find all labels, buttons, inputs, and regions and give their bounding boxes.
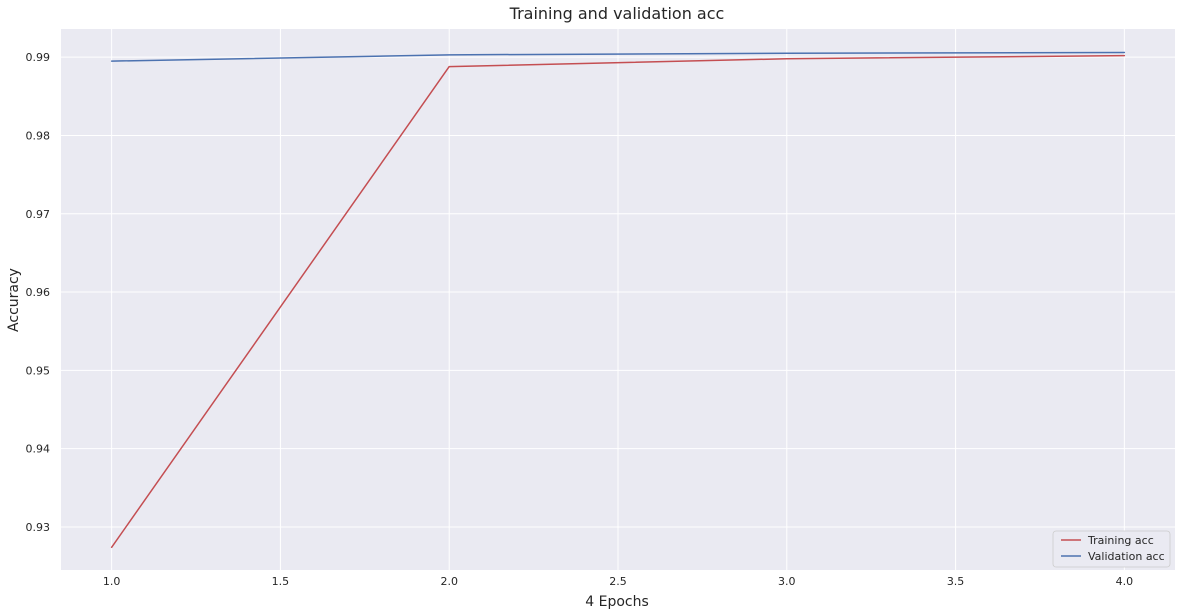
series-line-training bbox=[110, 54, 1126, 549]
x-tick-label: 1.5 bbox=[272, 575, 290, 588]
legend-label-training: Training acc bbox=[1087, 534, 1154, 547]
legend-label-validation: Validation acc bbox=[1088, 550, 1165, 563]
tick-labels: 1.0 1.5 2.0 2.5 3.0 3.5 4.0 0.93 0.94 0.95 0.96 0.9… bbox=[26, 51, 1134, 588]
x-tick-label: 1.0 bbox=[103, 575, 121, 588]
x-tick-label: 3.5 bbox=[947, 575, 965, 588]
series-layer bbox=[110, 51, 1126, 549]
y-tick-label: 0.98 bbox=[26, 129, 51, 142]
x-axis-label: 4 Epochs bbox=[585, 594, 649, 610]
y-axis-label: Accuracy bbox=[6, 268, 22, 332]
y-tick-label: 0.94 bbox=[26, 443, 51, 456]
y-tick-label: 0.97 bbox=[26, 208, 51, 221]
chart-title: Training and validation acc bbox=[509, 4, 725, 23]
series-line-validation bbox=[110, 51, 1126, 62]
grid bbox=[61, 29, 1175, 570]
y-tick-label: 0.99 bbox=[26, 51, 51, 64]
legend: Training acc Validation acc bbox=[1052, 530, 1171, 568]
y-tick-label: 0.95 bbox=[26, 364, 51, 377]
x-tick-label: 2.0 bbox=[440, 575, 458, 588]
x-tick-label: 2.5 bbox=[609, 575, 627, 588]
x-tick-label: 3.0 bbox=[778, 575, 796, 588]
y-tick-label: 0.96 bbox=[26, 286, 51, 299]
y-tick-label: 0.93 bbox=[26, 521, 51, 534]
legend-box bbox=[1052, 530, 1171, 568]
x-tick-label: 4.0 bbox=[1116, 575, 1134, 588]
